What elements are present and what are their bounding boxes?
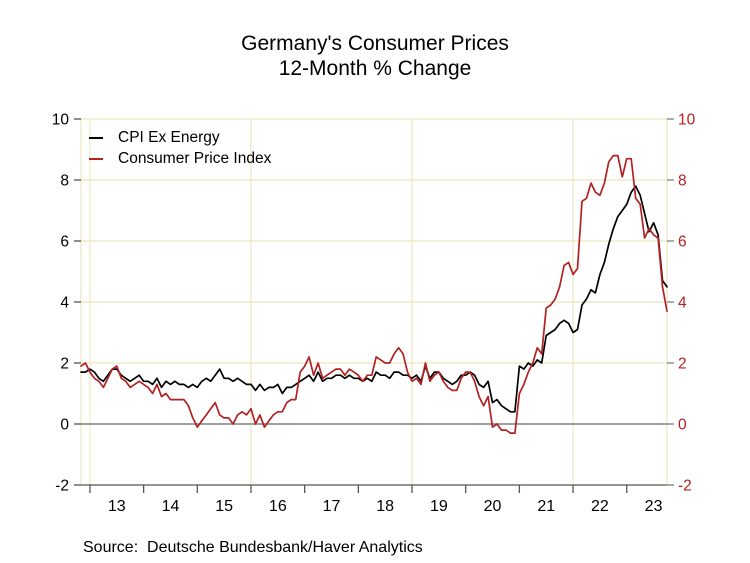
series-cpi-ex-energy bbox=[80, 185, 668, 413]
series-consumer-price-index bbox=[80, 154, 668, 434]
svg-text:15: 15 bbox=[215, 498, 233, 515]
svg-text:22: 22 bbox=[591, 498, 609, 515]
svg-text:21: 21 bbox=[537, 498, 555, 515]
svg-text:6: 6 bbox=[60, 234, 69, 251]
legend-label: Consumer Price Index bbox=[118, 149, 272, 167]
svg-text:0: 0 bbox=[678, 417, 687, 434]
svg-text:19: 19 bbox=[430, 498, 448, 515]
chart-title-line2: 12-Month % Change bbox=[278, 57, 472, 80]
svg-text:23: 23 bbox=[645, 498, 663, 515]
svg-text:-2: -2 bbox=[55, 478, 69, 495]
svg-text:0: 0 bbox=[60, 417, 69, 434]
left-axis-ticks bbox=[74, 118, 81, 486]
svg-text:6: 6 bbox=[678, 234, 687, 251]
right-axis-ticks bbox=[667, 118, 674, 486]
svg-text:10: 10 bbox=[52, 112, 70, 129]
svg-text:2: 2 bbox=[60, 356, 69, 373]
svg-text:4: 4 bbox=[60, 295, 69, 312]
x-axis-ticks bbox=[89, 485, 628, 493]
y-axis-labels-left: -2 0 2 4 6 8 10 bbox=[52, 112, 70, 495]
x-axis-labels: 13 14 15 16 17 18 19 20 21 22 23 bbox=[108, 498, 663, 515]
svg-text:13: 13 bbox=[108, 498, 126, 515]
svg-text:14: 14 bbox=[162, 498, 180, 515]
svg-text:4: 4 bbox=[678, 295, 687, 312]
chart-legend: CPI Ex Energy Consumer Price Index bbox=[89, 127, 271, 169]
svg-text:8: 8 bbox=[678, 173, 687, 190]
legend-item-consumer-price-index: Consumer Price Index bbox=[89, 148, 271, 169]
svg-text:2: 2 bbox=[678, 356, 687, 373]
svg-text:16: 16 bbox=[269, 498, 287, 515]
chart-title-line1: Germany's Consumer Prices bbox=[241, 32, 509, 55]
svg-text:20: 20 bbox=[484, 498, 502, 515]
svg-text:-2: -2 bbox=[678, 478, 692, 495]
svg-text:10: 10 bbox=[678, 112, 696, 129]
legend-item-cpi-ex-energy: CPI Ex Energy bbox=[89, 127, 271, 148]
chart-title: Germany's Consumer Prices 12-Month % Cha… bbox=[0, 31, 750, 81]
svg-text:18: 18 bbox=[376, 498, 394, 515]
source-note: Source: Deutsche Bundesbank/Haver Analyt… bbox=[83, 539, 423, 556]
legend-label: CPI Ex Energy bbox=[118, 128, 220, 146]
legend-swatch-red-line bbox=[89, 157, 103, 160]
svg-text:17: 17 bbox=[323, 498, 341, 515]
legend-swatch-black-line bbox=[89, 136, 103, 139]
svg-text:8: 8 bbox=[60, 173, 69, 190]
y-axis-labels-right: -2 0 2 4 6 8 10 bbox=[678, 112, 696, 495]
